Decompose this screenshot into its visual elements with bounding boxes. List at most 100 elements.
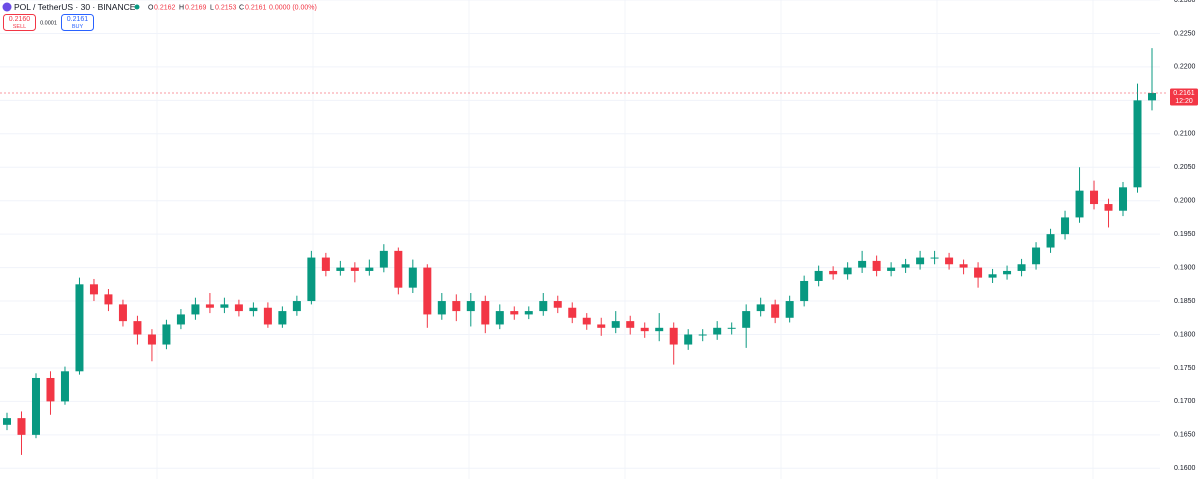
legend-value: 0.2161 [245, 4, 267, 11]
candle-body [1017, 264, 1026, 271]
candle-body [988, 274, 997, 278]
candle-body [611, 321, 620, 328]
candle-body [3, 418, 11, 425]
candle-body [466, 301, 475, 312]
candle-body [756, 304, 765, 312]
candle-body [655, 327, 664, 332]
candle-body [524, 311, 533, 315]
candle-body [31, 377, 40, 435]
candle-body [858, 260, 867, 268]
candle-body [698, 334, 707, 336]
candle-body [307, 257, 316, 302]
y-tick-label: 0.1800 [1174, 331, 1196, 338]
candle-body [118, 304, 127, 322]
y-tick-label: 0.1650 [1174, 432, 1196, 439]
candle-body [423, 267, 432, 315]
y-tick-label: 0.1950 [1174, 231, 1196, 238]
candle-body [191, 304, 200, 315]
buy-price[interactable]: 0.2161 [67, 16, 89, 23]
candle-body [1075, 190, 1084, 218]
candle-body [220, 304, 229, 308]
legend-label: H [179, 4, 184, 11]
buy-label[interactable]: BUY [72, 24, 84, 30]
candle-body [1104, 204, 1113, 211]
legend-value: 0.2162 [154, 4, 176, 11]
y-tick-label: 0.1600 [1174, 465, 1196, 472]
y-tick-label: 0.2100 [1174, 131, 1196, 138]
last-price-box [1170, 88, 1198, 106]
candle-body [510, 311, 519, 315]
candle-body [1133, 100, 1142, 188]
candle-body [336, 267, 345, 271]
candle-body [147, 334, 156, 345]
spread: 0.0001 [40, 20, 57, 26]
grid [0, 0, 1160, 479]
candle-body [539, 301, 548, 312]
legend-value: 0.2169 [185, 4, 207, 11]
candle-body [205, 304, 214, 308]
candle-body [75, 284, 84, 372]
candle-body [46, 377, 55, 402]
candle-body [814, 270, 823, 281]
candle-body [133, 321, 142, 335]
candle-body [684, 334, 693, 345]
candle-body [640, 327, 649, 332]
candle-body [727, 327, 736, 329]
last-price-label: 0.2161 [1173, 90, 1195, 97]
candle-body [800, 280, 809, 302]
buy-button[interactable] [61, 14, 94, 31]
candle-body [234, 304, 243, 312]
candle-body [379, 250, 388, 268]
candle-body [916, 257, 925, 265]
candle-body [1090, 190, 1099, 205]
candle-body [887, 267, 896, 271]
candle-body [843, 267, 852, 275]
y-tick-label: 0.1750 [1174, 365, 1196, 372]
candle-body [17, 418, 26, 435]
header: POL / TetherUS · 30 · BINANCE O 0.2162 H… [2, 2, 317, 31]
sell-button[interactable] [3, 14, 36, 31]
candle-body [959, 264, 968, 268]
candle-body [742, 311, 751, 328]
candle-body [872, 260, 881, 271]
candle-body [89, 284, 98, 295]
candle-body [1148, 92, 1156, 101]
legend-label: L [210, 4, 214, 11]
y-tick-label: 0.1900 [1174, 264, 1196, 271]
candle-body [582, 317, 591, 325]
candle-body [930, 257, 939, 259]
y-tick-label: 0.1850 [1174, 298, 1196, 305]
candle-body [437, 301, 446, 315]
candle-body [365, 267, 374, 271]
symbol-title: POL / TetherUS · 30 · BINANCE [14, 2, 136, 12]
sell-price[interactable]: 0.2160 [9, 16, 31, 23]
y-tick-label: 0.2250 [1174, 30, 1196, 37]
candle-body [553, 301, 562, 308]
candle-body [785, 301, 794, 318]
status-dot [134, 4, 140, 10]
sell-label[interactable]: SELL [13, 24, 26, 30]
candle-body [104, 294, 113, 305]
y-tick-label: 0.1700 [1174, 398, 1196, 405]
candle-body [263, 307, 272, 325]
y-tick-label: 0.2200 [1174, 64, 1196, 71]
y-tick-label: 0.2000 [1174, 198, 1196, 205]
candle-body [1046, 234, 1055, 248]
candle-body [452, 301, 461, 312]
y-tick-label: 0.2050 [1174, 164, 1196, 171]
plot [3, 48, 1156, 455]
candle-body [626, 321, 635, 328]
symbol-icon [2, 2, 12, 12]
candle-body [901, 264, 910, 268]
candle-body [974, 267, 983, 278]
candle-body [771, 304, 780, 318]
candle-body [1119, 187, 1128, 211]
candle-body [495, 311, 504, 325]
countdown-label: 12:20 [1175, 98, 1193, 105]
candle-body [408, 267, 417, 288]
legend-label: C [239, 4, 244, 11]
candle-body [292, 301, 301, 312]
candle-body [60, 371, 69, 402]
